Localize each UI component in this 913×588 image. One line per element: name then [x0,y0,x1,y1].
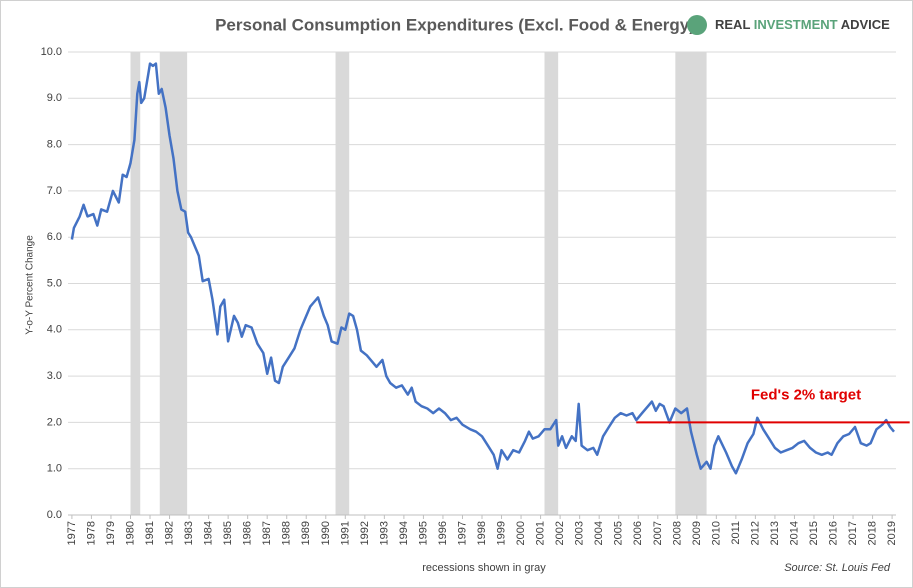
x-tick-label: 2006 [632,521,644,545]
x-tick-label: 1999 [496,521,508,545]
target-label: Fed's 2% target [751,386,861,403]
x-tick-label: 1986 [242,521,254,545]
x-tick-label: 2002 [554,521,566,545]
x-tick-label: 2009 [691,521,703,545]
y-tick-label: 3.0 [47,370,62,382]
y-tick-label: 7.0 [47,185,62,197]
x-tick-label: 2008 [671,521,683,545]
y-tick-label: 5.0 [47,277,62,289]
y-tick-label: 10.0 [41,46,62,58]
x-tick-label: 1994 [398,521,410,545]
data-line [70,62,895,475]
brand-part: INVESTMENT [754,17,838,32]
x-tick-label: 2000 [515,521,527,545]
x-tick-label: 1997 [456,521,468,545]
x-tick-label: 2001 [535,521,547,545]
x-tick-label: 1990 [320,521,332,545]
x-tick-label: 1988 [281,521,293,545]
brand-part: ADVICE [841,17,890,32]
x-tick-label: 2016 [828,521,840,545]
x-tick-label: 2017 [847,521,859,545]
x-tick-label: 1982 [164,521,176,545]
x-tick-label: 2014 [788,521,800,545]
y-tick-label: 0.0 [47,509,62,521]
x-tick-label: 2018 [867,521,879,545]
x-tick-label: 2005 [613,521,625,545]
x-tick-label: 2004 [593,521,605,545]
x-tick-label: 2011 [730,521,742,545]
x-tick-label: 1985 [222,521,234,545]
y-tick-label: 9.0 [47,92,62,104]
x-tick-label: 1992 [359,521,371,545]
y-tick-label: 8.0 [47,139,62,151]
x-note: recessions shown in gray [422,562,546,574]
brand: REAL INVESTMENT ADVICE [715,17,890,32]
x-tick-label: 1978 [85,521,97,545]
x-tick-label: 1996 [437,521,449,545]
x-tick-label: 1989 [300,521,312,545]
x-tick-label: 2007 [652,521,664,545]
x-tick-label: 1998 [476,521,488,545]
x-tick-label: 1980 [124,521,136,545]
y-axis-label: Y-o-Y Percent Change [25,235,36,335]
x-tick-label: 1984 [203,521,215,545]
x-tick-label: 2013 [769,521,781,545]
y-tick-label: 2.0 [47,416,62,428]
x-tick-label: 2003 [574,521,586,545]
x-tick-label: 1981 [144,521,156,545]
x-tick-label: 2015 [808,521,820,545]
x-tick-label: 2010 [710,521,722,545]
x-tick-label: 1977 [66,521,78,545]
x-tick-label: 1979 [105,521,117,545]
x-tick-label: 1987 [261,521,273,545]
x-tick-label: 2019 [886,521,898,545]
x-tick-label: 2012 [749,521,761,545]
x-tick-label: 1983 [183,521,195,545]
brand-part: REAL [715,17,750,32]
x-tick-label: 1991 [339,521,351,545]
chart-title: Personal Consumption Expenditures (Excl.… [215,15,695,34]
brand-icon [687,15,707,35]
source: Source: St. Louis Fed [784,562,891,574]
y-tick-label: 6.0 [47,231,62,243]
y-tick-label: 1.0 [47,463,62,475]
y-tick-label: 4.0 [47,324,62,336]
x-tick-label: 1993 [378,521,390,545]
x-tick-label: 1995 [417,521,429,545]
